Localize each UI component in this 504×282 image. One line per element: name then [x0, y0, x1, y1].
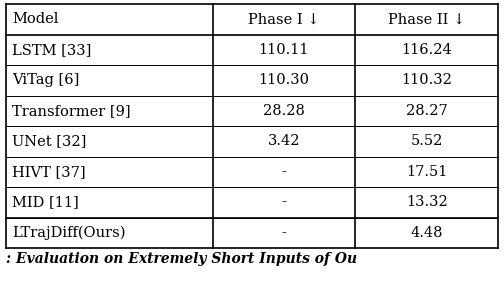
Text: -: - [282, 165, 286, 179]
Text: HIVT [37]: HIVT [37] [12, 165, 86, 179]
Text: 110.11: 110.11 [259, 43, 309, 57]
Text: LTrajDiff(Ours): LTrajDiff(Ours) [12, 226, 125, 240]
Text: Phase II ↓: Phase II ↓ [388, 12, 465, 26]
Text: 116.24: 116.24 [401, 43, 452, 57]
Text: 3.42: 3.42 [268, 134, 300, 148]
Text: : Evaluation on Extremely Short Inputs of Ou: : Evaluation on Extremely Short Inputs o… [6, 252, 357, 266]
Text: LSTM [33]: LSTM [33] [12, 43, 91, 57]
Text: 110.30: 110.30 [259, 73, 309, 87]
Text: 28.27: 28.27 [406, 104, 448, 118]
Text: Model: Model [12, 12, 58, 26]
Text: ViTag [6]: ViTag [6] [12, 73, 79, 87]
Text: 13.32: 13.32 [406, 195, 448, 209]
Text: Phase I ↓: Phase I ↓ [248, 12, 320, 26]
Text: 17.51: 17.51 [406, 165, 448, 179]
Text: MID [11]: MID [11] [12, 195, 79, 209]
Text: -: - [282, 195, 286, 209]
Text: 4.48: 4.48 [410, 226, 443, 240]
Text: 5.52: 5.52 [410, 134, 443, 148]
Text: UNet [32]: UNet [32] [12, 134, 86, 148]
Text: -: - [282, 226, 286, 240]
Text: 110.32: 110.32 [401, 73, 452, 87]
Text: 28.28: 28.28 [263, 104, 305, 118]
Text: Transformer [9]: Transformer [9] [12, 104, 131, 118]
